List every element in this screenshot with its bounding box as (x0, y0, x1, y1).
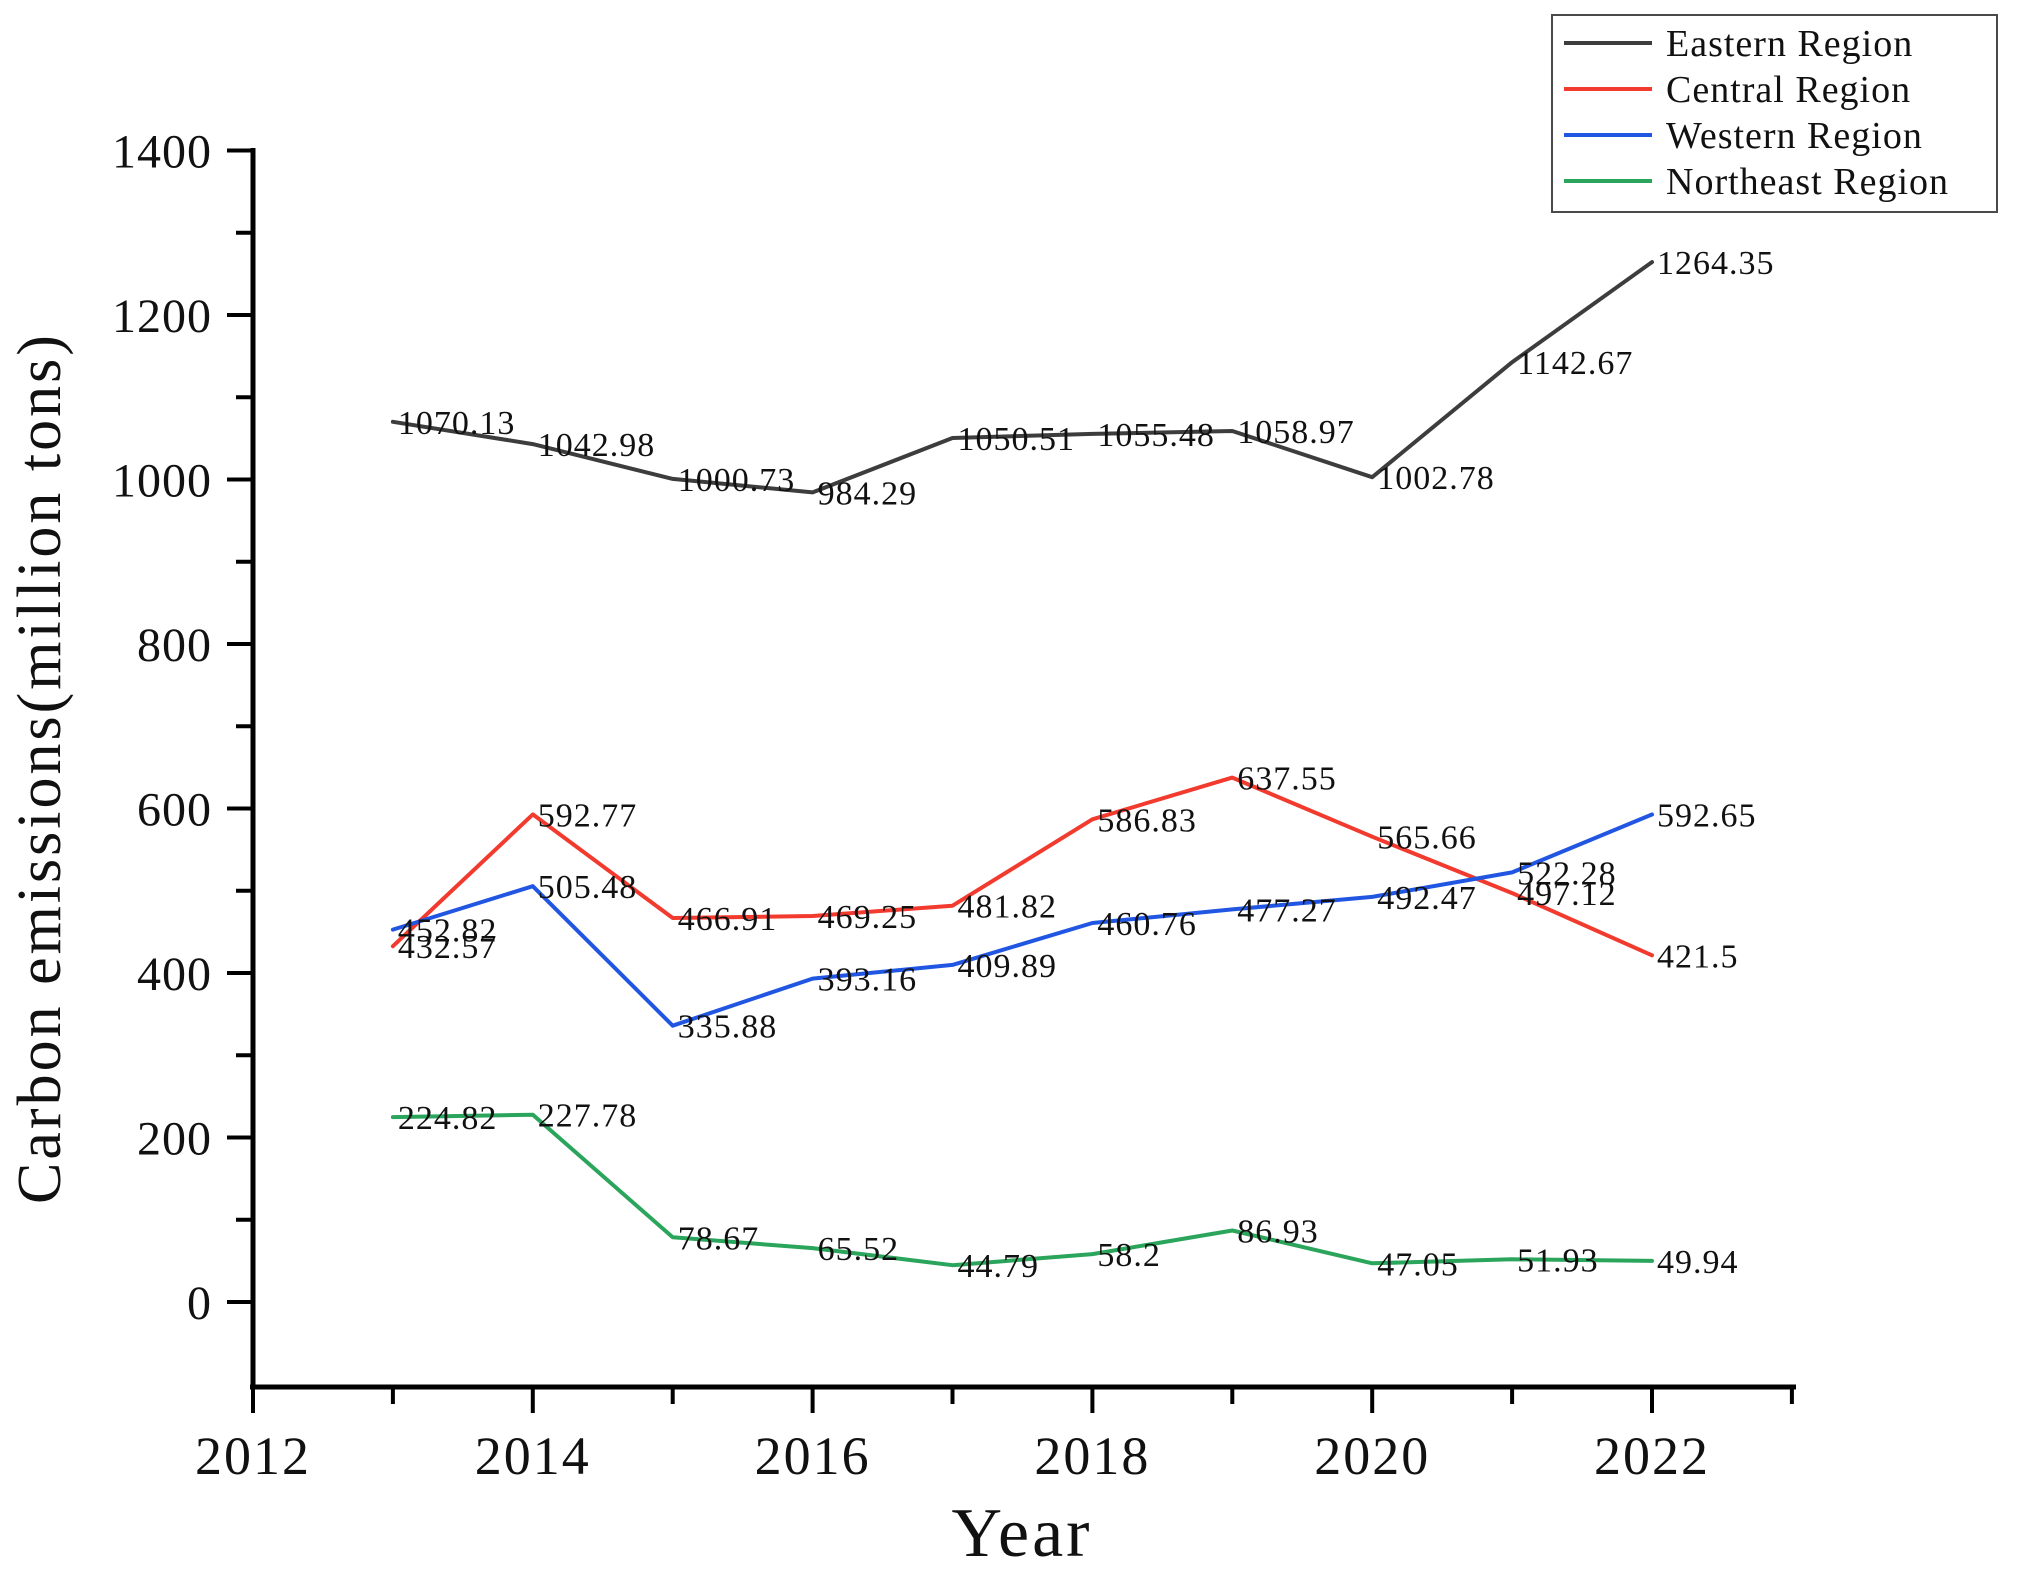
y-tick-label: 1200 (112, 290, 212, 343)
legend: Eastern Region Central Region Western Re… (1551, 14, 1998, 213)
data-point-label: 1142.67 (1517, 345, 1633, 382)
series-line-northeast-region (390, 1112, 1654, 1268)
data-point-label: 224.82 (398, 1100, 498, 1137)
data-point-label: 469.25 (818, 899, 918, 936)
legend-item: Northeast Region (1564, 161, 1949, 203)
data-point-label: 421.5 (1657, 938, 1739, 975)
legend-label-eastern: Eastern Region (1666, 23, 1913, 65)
data-point-label: 565.66 (1377, 820, 1477, 857)
legend-item: Western Region (1564, 115, 1923, 157)
y-tick-label: 1400 (112, 126, 212, 179)
data-point-label: 586.83 (1097, 802, 1197, 839)
y-tick-label: 600 (137, 784, 212, 837)
legend-item: Eastern Region (1564, 23, 1913, 65)
x-tick-label: 2014 (475, 1426, 591, 1486)
data-point-label: 1058.97 (1237, 414, 1355, 451)
data-point-label: 1000.73 (678, 462, 796, 499)
data-point-labels: 1070.13 1042.98 1000.73 984.29 1050.51 1055.4… (398, 245, 1775, 1285)
axis-ticks: 2012 2014 2016 2018 2020 2022 0 200 400 600 800 100… (112, 126, 1794, 1486)
y-axis-title: Carbon emissions(million tons) (6, 332, 74, 1204)
data-point-label: 335.88 (678, 1009, 778, 1046)
data-point-label: 44.79 (958, 1248, 1040, 1285)
data-point-label: 592.77 (538, 797, 638, 834)
series-line-western-region (390, 812, 1654, 1028)
data-point-label: 522.28 (1517, 855, 1617, 892)
data-point-label: 86.93 (1237, 1214, 1319, 1251)
data-point-label: 1055.48 (1097, 417, 1215, 454)
data-point-label: 58.2 (1097, 1237, 1161, 1274)
data-point-label: 227.78 (538, 1098, 638, 1135)
legend-label-northeast: Northeast Region (1666, 161, 1949, 203)
x-tick-label: 2018 (1034, 1426, 1150, 1486)
x-axis-title: Year (952, 1495, 1093, 1572)
legend-label-central: Central Region (1666, 69, 1911, 111)
data-point-label: 1070.13 (398, 405, 516, 442)
data-point-label: 481.82 (958, 889, 1058, 926)
series-line-central-region (390, 775, 1654, 958)
data-point-label: 1050.51 (958, 421, 1076, 458)
data-point-label: 452.82 (398, 913, 498, 950)
y-tick-label: 800 (137, 619, 212, 672)
data-point-label: 497.12 (1517, 876, 1617, 913)
data-point-label: 477.27 (1237, 892, 1337, 929)
data-point-label: 984.29 (818, 475, 918, 512)
series-lines (390, 260, 1654, 1268)
x-tick-label: 2022 (1594, 1426, 1710, 1486)
data-point-label: 592.65 (1657, 798, 1757, 835)
data-point-label: 432.57 (398, 929, 498, 966)
y-tick-label: 400 (137, 948, 212, 1001)
data-point-label: 637.55 (1237, 761, 1337, 798)
y-tick-label: 1000 (112, 455, 212, 508)
data-point-label: 47.05 (1377, 1246, 1459, 1283)
data-point-label: 466.91 (678, 901, 778, 938)
legend-label-western: Western Region (1666, 115, 1923, 157)
x-tick-label: 2012 (195, 1426, 311, 1486)
data-point-label: 65.52 (818, 1231, 900, 1268)
data-point-label: 51.93 (1517, 1242, 1599, 1279)
data-point-label: 1042.98 (538, 427, 656, 464)
data-point-label: 492.47 (1377, 880, 1477, 917)
data-point-label: 49.94 (1657, 1244, 1739, 1281)
data-point-label: 409.89 (958, 948, 1058, 985)
series-line-eastern-region (390, 260, 1654, 495)
data-point-label: 460.76 (1097, 906, 1197, 943)
x-tick-label: 2016 (755, 1426, 871, 1486)
data-point-label: 1002.78 (1377, 460, 1495, 497)
legend-item: Central Region (1564, 69, 1911, 111)
y-tick-label: 200 (137, 1113, 212, 1166)
data-point-label: 1264.35 (1657, 245, 1775, 282)
data-point-label: 78.67 (678, 1220, 760, 1257)
data-point-label: 505.48 (538, 869, 638, 906)
data-point-label: 393.16 (818, 962, 918, 999)
x-tick-label: 2020 (1314, 1426, 1430, 1486)
y-tick-label: 0 (187, 1277, 212, 1330)
